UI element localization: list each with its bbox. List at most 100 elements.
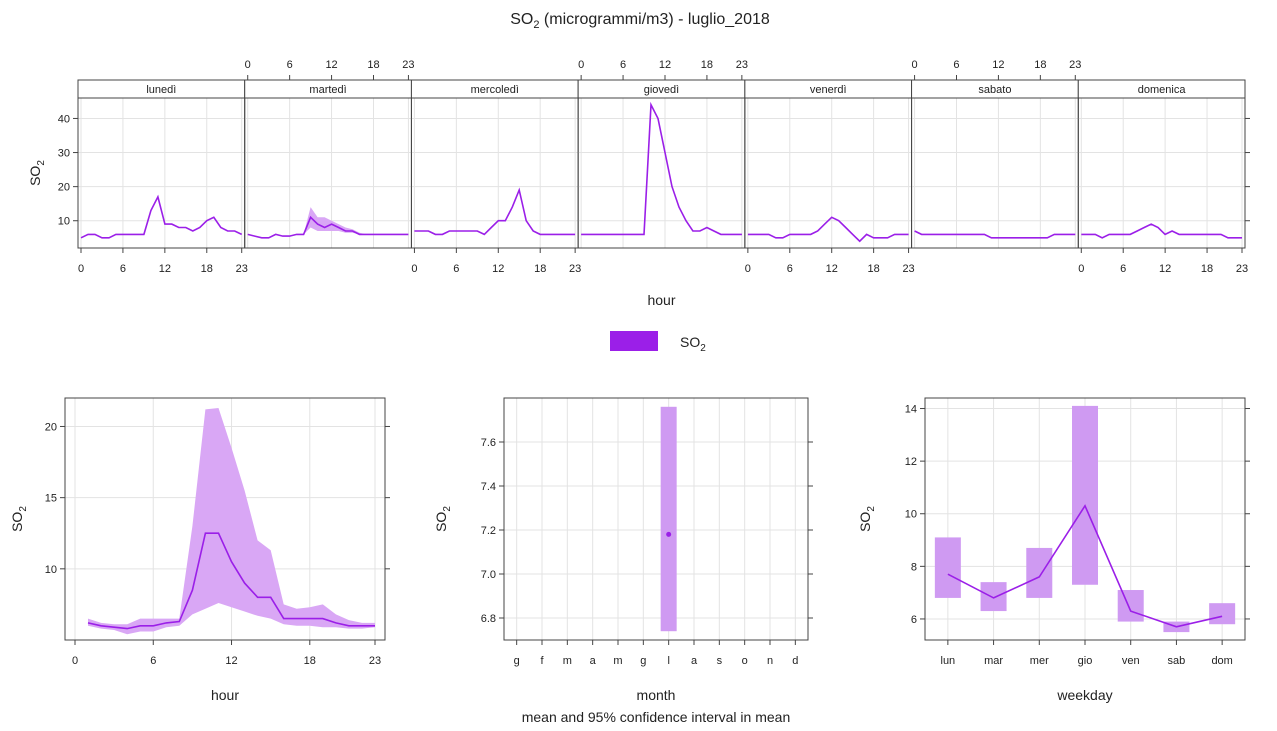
month-y-tick-label: 7.6 [481, 437, 496, 449]
hour-y-tick-label: 20 [45, 421, 57, 433]
weekday-x-tick-label: mar [984, 655, 1003, 667]
hour-x-tick-label: 0 [72, 655, 78, 667]
month-x-tick-label: g [514, 655, 520, 667]
weekday-x-tick-label: mer [1030, 655, 1049, 667]
weekday-x-tick-label: lun [941, 655, 956, 667]
facet-strip-label: sabato [978, 84, 1011, 96]
month-y-axis-label: SO2 [433, 506, 453, 532]
facet-x-tick-label: 18 [701, 59, 713, 71]
top-y-tick-label: 30 [58, 148, 70, 160]
facet-x-tick-label: 6 [287, 59, 293, 71]
hour-y-tick-label: 15 [45, 493, 57, 505]
weekday-x-tick-label: ven [1122, 655, 1140, 667]
top-y-tick-label: 40 [58, 113, 70, 125]
facet-strip-label: domenica [1138, 84, 1187, 96]
facet-x-tick-label: 0 [245, 59, 251, 71]
facet-x-tick-label: 12 [325, 59, 337, 71]
facet-panel-0: lunedì 0 6 12 18 23 [77, 79, 248, 275]
facet-strip-label: giovedì [644, 84, 679, 96]
hour-x-axis-label: hour [211, 687, 239, 703]
facet-x-tick-label: 23 [402, 59, 414, 71]
facet-panel-2: mercoledì 0 6 12 18 23 [410, 79, 581, 275]
facet-panel-4: venerdì 0 6 12 18 23 [744, 79, 915, 275]
month-x-tick-label: a [691, 655, 698, 667]
month-chart: g f m a m g l a s o n d 6.8 7.0 7.2 7.4 7.6 SO2 month mean … [433, 397, 813, 725]
month-mean-point [666, 531, 672, 537]
month-x-tick-label: l [667, 655, 669, 667]
facet-panel-5: sabato 0 6 12 18 23 [911, 59, 1081, 249]
facet-frame [911, 97, 1079, 249]
legend-swatch [610, 331, 658, 351]
month-x-tick-label: n [767, 655, 773, 667]
facet-frame [577, 97, 746, 249]
month-y-tick-label: 7.4 [481, 481, 496, 493]
weekday-x-tick-label: dom [1211, 655, 1232, 667]
weekday-y-tick-label: 14 [905, 404, 917, 416]
hour-y-tick-label: 10 [45, 564, 57, 576]
facet-x-tick-label: 12 [992, 59, 1004, 71]
facet-x-tick-label: 6 [1120, 263, 1126, 275]
facet-strip-label: venerdì [810, 84, 847, 96]
month-caption: mean and 95% confidence interval in mean [522, 709, 791, 725]
weekday-y-tick-label: 10 [905, 509, 917, 521]
month-x-tick-label: s [717, 655, 723, 667]
facet-series-line [247, 215, 409, 239]
facet-series-line [747, 216, 909, 243]
month-x-tick-label: g [640, 655, 646, 667]
facet-frame [744, 97, 913, 249]
facet-strip-label: mercoledì [471, 84, 519, 96]
top-x-axis-label: hour [647, 292, 675, 308]
weekday-y-tick-label: 8 [911, 561, 917, 573]
hour-y-axis-label: SO2 [9, 506, 29, 532]
facet-x-tick-label: 12 [1159, 263, 1171, 275]
facet-x-tick-label: 0 [1078, 263, 1084, 275]
hour-by-weekday-chart: lunedì 0 6 12 18 23 martedì 0 6 12 18 23 mercoledì 0 6… [27, 59, 1250, 308]
facet-x-tick-label: 23 [569, 263, 581, 275]
facet-x-tick-label: 23 [1069, 59, 1081, 71]
facet-x-tick-label: 23 [1236, 263, 1248, 275]
weekday-y-axis-label: SO2 [857, 506, 877, 532]
month-x-tick-label: o [742, 655, 748, 667]
weekday-confidence-bar [1026, 547, 1053, 598]
facet-series-line [914, 230, 1076, 239]
facet-strip-label: martedì [309, 84, 346, 96]
weekday-x-axis-label: weekday [1056, 687, 1112, 703]
month-x-tick-label: d [792, 655, 798, 667]
facet-x-tick-label: 12 [659, 59, 671, 71]
facet-x-tick-label: 6 [787, 263, 793, 275]
hour-x-tick-label: 23 [369, 655, 381, 667]
hour-x-tick-label: 18 [304, 655, 316, 667]
hour-x-tick-label: 6 [150, 655, 156, 667]
month-frame [503, 397, 809, 641]
facet-series-line [581, 101, 742, 236]
hour-chart: 0 6 12 18 23 10 15 20 SO2 hour [9, 397, 390, 703]
facet-x-tick-label: 12 [826, 263, 838, 275]
facet-x-tick-label: 23 [736, 59, 748, 71]
hour-series-line [87, 532, 375, 630]
month-x-tick-label: a [590, 655, 597, 667]
weekday-series-line [947, 504, 1223, 628]
facet-x-tick-label: 18 [534, 263, 546, 275]
facet-frame [1077, 97, 1246, 249]
chart-title: SO2 (microgrammi/m3) - luglio_2018 [510, 11, 770, 31]
facet-x-tick-label: 6 [453, 263, 459, 275]
facet-confidence-band [81, 196, 242, 238]
weekday-x-tick-label: gio [1078, 655, 1093, 667]
facet-x-tick-label: 6 [120, 263, 126, 275]
month-y-tick-label: 7.2 [481, 525, 496, 537]
month-x-tick-label: m [563, 655, 572, 667]
facet-series-line [414, 187, 576, 236]
facet-x-tick-label: 0 [411, 263, 417, 275]
facet-frame [410, 97, 579, 249]
facet-confidence-band [414, 190, 576, 235]
facet-x-tick-label: 12 [492, 263, 504, 275]
month-x-axis-label: month [637, 687, 676, 703]
month-x-tick-label: f [540, 655, 544, 667]
facet-panel-1: martedì 0 6 12 18 23 [244, 59, 415, 249]
weekday-confidence-bar [1072, 405, 1098, 585]
facet-strip-label: lunedì [146, 84, 176, 96]
month-y-tick-label: 6.8 [481, 613, 496, 625]
facet-x-tick-label: 6 [620, 59, 626, 71]
facet-x-tick-label: 6 [953, 59, 959, 71]
